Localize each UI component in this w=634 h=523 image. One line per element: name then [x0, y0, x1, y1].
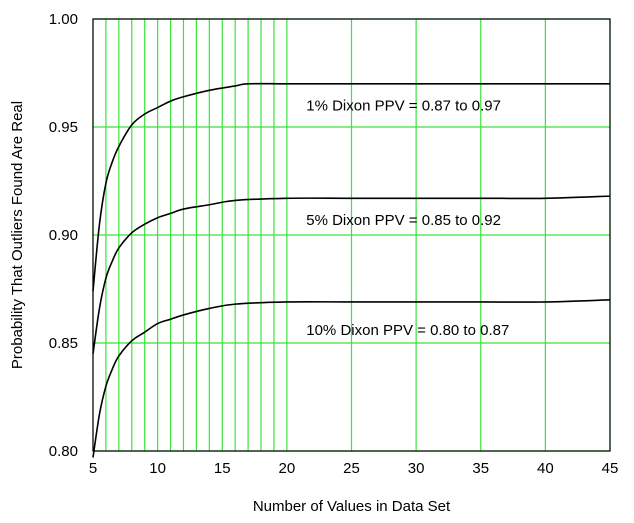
x-tick-label: 15	[214, 460, 231, 477]
annotation-label: 10% Dixon PPV = 0.80 to 0.87	[306, 322, 509, 339]
x-tick-label: 35	[472, 460, 489, 477]
annotations: 1% Dixon PPV = 0.87 to 0.97 5% Dixon PPV …	[306, 97, 509, 339]
x-tick-labels: 5 10 15 20 25 30 35 40 45	[89, 460, 619, 477]
y-tick-label: 0.80	[49, 443, 78, 460]
x-tick-label: 30	[408, 460, 425, 477]
x-axis-label: Number of Values in Data Set	[253, 498, 451, 515]
annotation-label: 1% Dixon PPV = 0.87 to 0.97	[306, 97, 501, 114]
y-tick-labels: 0.80 0.85 0.90 0.95 1.00	[49, 11, 78, 460]
series-line-2	[92, 195, 611, 354]
x-tick-label: 5	[89, 460, 97, 477]
y-tick-label: 1.00	[49, 11, 78, 28]
annotation-label: 5% Dixon PPV = 0.85 to 0.92	[306, 212, 501, 229]
x-tick-label: 20	[279, 460, 296, 477]
x-tick-label: 25	[343, 460, 360, 477]
y-tick-label: 0.95	[49, 119, 78, 136]
x-tick-label: 40	[537, 460, 554, 477]
plot-frame	[92, 18, 611, 452]
series-line-1	[92, 82, 610, 292]
y-axis-label: Probability That Outliers Found Are Real	[9, 101, 26, 369]
series-line-3	[92, 299, 611, 458]
y-tick-label: 0.90	[49, 227, 78, 244]
x-tick-label: 10	[149, 460, 166, 477]
y-tick-label: 0.85	[49, 335, 78, 352]
series-lines	[92, 82, 611, 458]
x-tick-label: 45	[602, 460, 619, 477]
